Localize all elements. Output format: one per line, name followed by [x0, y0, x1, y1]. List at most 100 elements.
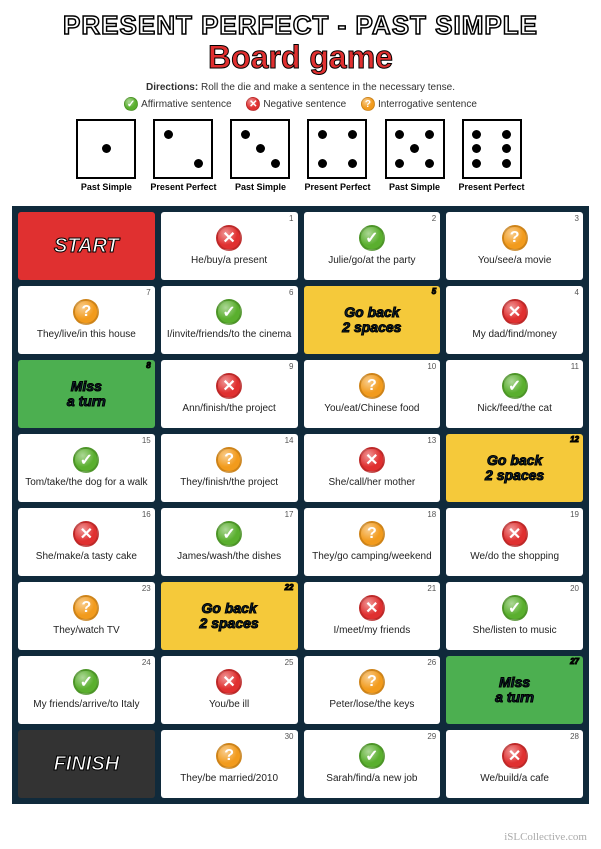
dice-face	[462, 119, 522, 179]
board-cell: 4✕My dad/find/money	[446, 286, 583, 354]
board-cell: 29 ✓ Sarah/find/a new job	[304, 730, 441, 798]
cell-prompt: Ann/finish/the project	[182, 403, 275, 415]
cell-number: 15	[142, 436, 151, 445]
cross-icon: ✕	[246, 97, 260, 111]
cell-number: 21	[427, 584, 436, 593]
cell-prompt: You/see/a movie	[478, 255, 552, 267]
legend: ✓ Affirmative sentence ✕ Negative senten…	[12, 97, 589, 111]
directions: Directions: Roll the die and make a sent…	[12, 82, 589, 93]
cell-prompt: Nick/feed/the cat	[477, 403, 551, 415]
board-cell: 30?They/be married/2010	[161, 730, 298, 798]
cross-icon: ✕	[502, 521, 528, 547]
cell-prompt: I/meet/my friends	[334, 625, 411, 637]
dice-face	[307, 119, 367, 179]
cell-number: 18	[427, 510, 436, 519]
check-icon: ✓	[216, 521, 242, 547]
check-icon: ✓	[502, 595, 528, 621]
cell-number: 20	[570, 584, 579, 593]
cell-prompt: She/make/a tasty cake	[36, 551, 137, 563]
cell-number: 25	[285, 658, 294, 667]
check-icon: ✓	[216, 299, 242, 325]
board-cell: 19✕We/do the shopping	[446, 508, 583, 576]
dice-label: Present Perfect	[150, 182, 216, 192]
dice-item: Past Simple	[76, 119, 136, 192]
cell-number: 24	[142, 658, 151, 667]
board-cell: 11✓Nick/feed/the cat	[446, 360, 583, 428]
dice-face	[153, 119, 213, 179]
cell-prompt: She/listen to music	[473, 625, 557, 637]
board-cell: FINISH	[18, 730, 155, 798]
cell-number: 7	[146, 288, 150, 297]
check-icon: ✓	[73, 447, 99, 473]
board-cell: 17 ✓ James/wash/the dishes	[161, 508, 298, 576]
question-icon: ?	[359, 373, 385, 399]
cross-icon: ✕	[73, 521, 99, 547]
cell-prompt: James/wash/the dishes	[177, 551, 281, 563]
question-icon: ?	[359, 521, 385, 547]
cell-prompt: My friends/arrive/to Italy	[33, 699, 139, 711]
cell-prompt: I/invite/friends/to the cinema	[167, 329, 292, 341]
go-back-cell: Go back 2 spaces12	[446, 434, 583, 502]
cell-number: 23	[142, 584, 151, 593]
legend-negative-label: Negative sentence	[263, 99, 346, 110]
legend-affirmative-label: Affirmative sentence	[141, 99, 231, 110]
board-cell: 28✕We/build/a cafe	[446, 730, 583, 798]
board-cell: 20 ✓ She/listen to music	[446, 582, 583, 650]
legend-negative: ✕ Negative sentence	[246, 97, 346, 111]
board-cell: 13 ✕ She/call/her mother	[304, 434, 441, 502]
dice-label: Past Simple	[81, 182, 132, 192]
cross-icon: ✕	[216, 225, 242, 251]
question-icon: ?	[502, 225, 528, 251]
board-cell: 18? They/go camping/weekend	[304, 508, 441, 576]
cell-number: 11	[571, 362, 579, 371]
go-back-cell: Go back 2 spaces22	[161, 582, 298, 650]
cell-prompt: She/call/her mother	[329, 477, 416, 489]
question-icon: ?	[73, 299, 99, 325]
dice-item: Present Perfect	[459, 119, 525, 192]
board-cell: 2 ✓ Julie/go/at the party	[304, 212, 441, 280]
cell-prompt: My dad/find/money	[472, 329, 557, 341]
cell-number: 6	[289, 288, 293, 297]
directions-label: Directions:	[146, 82, 198, 93]
board-cell: 6 ✓ I/invite/friends/to the cinema	[161, 286, 298, 354]
cell-prompt: We/do the shopping	[470, 551, 559, 563]
cell-prompt: Julie/go/at the party	[328, 255, 415, 267]
cell-prompt: Sarah/find/a new job	[326, 773, 417, 785]
question-icon: ?	[216, 743, 242, 769]
cell-prompt: They/go camping/weekend	[312, 551, 432, 563]
cell-number: 30	[285, 732, 294, 741]
board-cell: 7?They/live/in this house	[18, 286, 155, 354]
cell-number: 17	[285, 510, 294, 519]
cell-number: 14	[285, 436, 294, 445]
cross-icon: ✕	[502, 299, 528, 325]
cross-icon: ✕	[359, 447, 385, 473]
cell-prompt: Tom/take/the dog for a walk	[25, 477, 147, 489]
check-icon: ✓	[359, 743, 385, 769]
cell-number: 26	[427, 658, 436, 667]
cell-prompt: They/finish/the project	[180, 477, 278, 489]
board-cell: 24 ✓ My friends/arrive/to Italy	[18, 656, 155, 724]
dice-face	[230, 119, 290, 179]
check-icon: ✓	[73, 669, 99, 695]
cell-number: 13	[427, 436, 436, 445]
go-back-cell: Go back 2 spaces5	[304, 286, 441, 354]
board-cell: START	[18, 212, 155, 280]
directions-text: Roll the die and make a sentence in the …	[198, 82, 455, 93]
check-icon: ✓	[359, 225, 385, 251]
question-icon: ?	[216, 447, 242, 473]
cell-number: 2	[432, 214, 436, 223]
miss-turn-cell: Miss a turn8	[18, 360, 155, 428]
dice-face	[385, 119, 445, 179]
dice-face	[76, 119, 136, 179]
cross-icon: ✕	[359, 595, 385, 621]
cell-number: 29	[427, 732, 436, 741]
dice-item: Past Simple	[385, 119, 445, 192]
board-cell: 21 ✕ I/meet/my friends	[304, 582, 441, 650]
dice-label: Present Perfect	[459, 182, 525, 192]
cell-number: 3	[575, 214, 579, 223]
check-icon: ✓	[124, 97, 138, 111]
dice-item: Present Perfect	[304, 119, 370, 192]
board-cell: 14? They/finish/the project	[161, 434, 298, 502]
subtitle: Board game	[12, 39, 589, 76]
legend-interrogative-label: Interrogative sentence	[378, 99, 477, 110]
